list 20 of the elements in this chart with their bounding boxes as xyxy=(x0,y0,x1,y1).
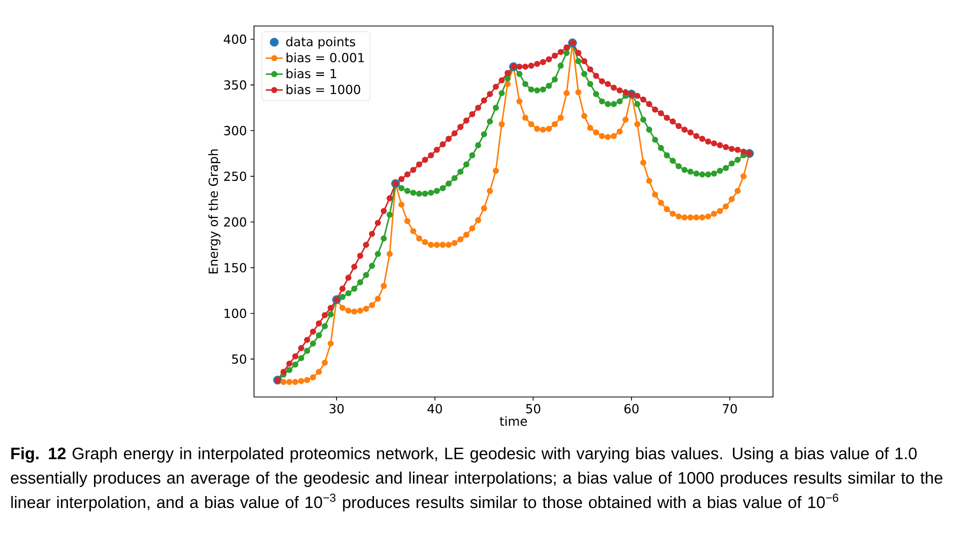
x-tick-label: 50 xyxy=(526,404,540,414)
y-tick-label: 200 xyxy=(224,217,246,227)
legend-label: bias = 1 xyxy=(286,68,336,78)
legend-label: bias = 0.001 xyxy=(286,52,364,62)
y-tick-label: 250 xyxy=(224,172,246,182)
y-tick-label: 150 xyxy=(224,262,246,272)
y-tick-label: 100 xyxy=(224,308,246,318)
x-tick-label: 30 xyxy=(330,404,344,414)
y-tick-label: 400 xyxy=(224,34,246,44)
y-tick-label: 350 xyxy=(224,80,246,90)
x-tick-label: 40 xyxy=(428,404,442,414)
x-tick-label: 60 xyxy=(624,404,639,414)
x-axis-title: time xyxy=(500,416,527,426)
y-tick-label: 300 xyxy=(224,126,246,136)
y-axis-title: Energy of the Graph xyxy=(208,149,220,274)
legend-label: data points xyxy=(286,36,356,49)
legend-label: bias = 1000 xyxy=(286,84,360,94)
y-tick-label: 50 xyxy=(232,354,246,364)
text: Fig. 12 Graph energy in interpolated proteomics network, LE geodesic with varying bias values. Using a bias value of 1.0 essentially produces an average of the geodesic and linear interpolations; a bias value of 1000 produces results similar to the linear interpolation, and a bias value of 10$^{−3}$ produces results similar to those obtained with a bias value of 10$^{−6}$ xyxy=(10,447,942,512)
x-tick-label: 70 xyxy=(722,404,737,414)
